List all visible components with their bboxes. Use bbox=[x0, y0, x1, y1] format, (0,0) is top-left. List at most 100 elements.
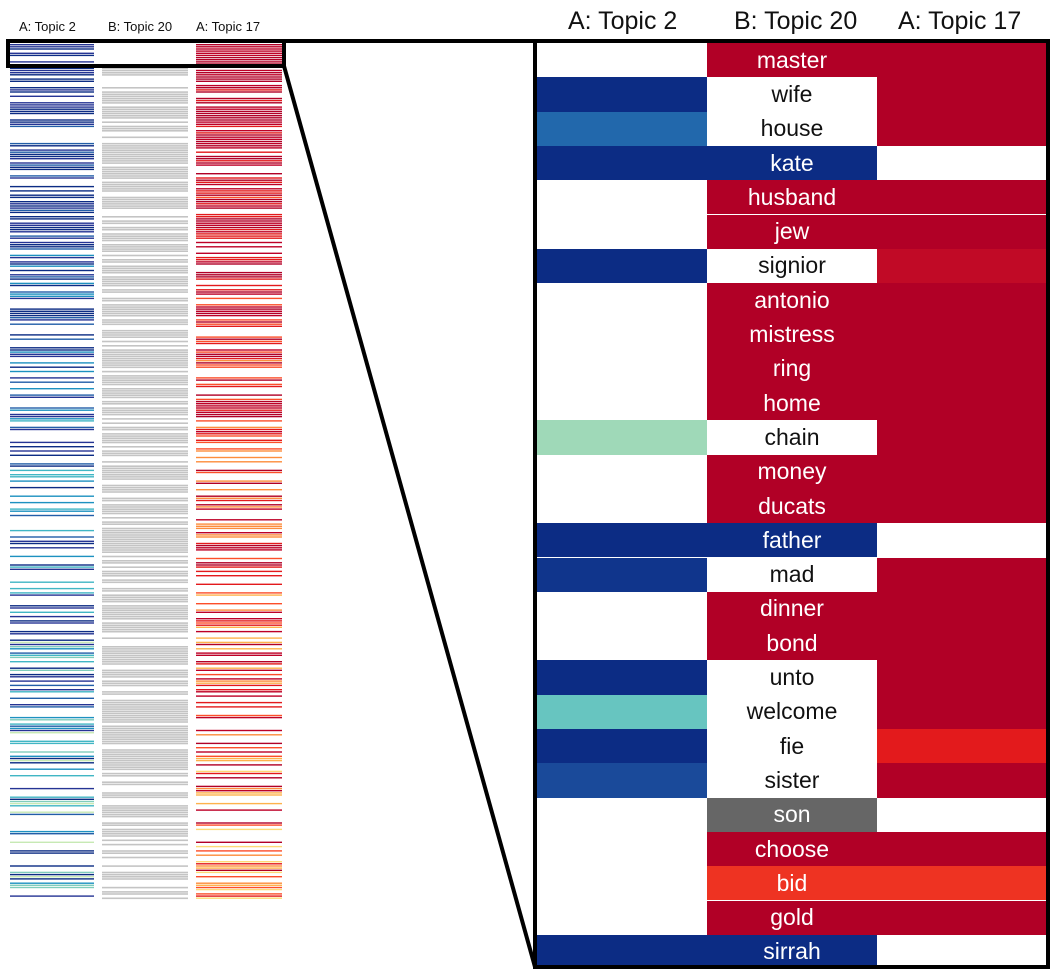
detail-cell bbox=[537, 454, 707, 489]
mini-strip-topic-17 bbox=[196, 751, 282, 753]
mini-strip-topic-17 bbox=[196, 770, 282, 773]
mini-strip-topic-20 bbox=[102, 551, 188, 553]
mini-strip-topic-20 bbox=[102, 815, 188, 818]
mini-strip-topic-2 bbox=[10, 495, 94, 497]
mini-strip-topic-20 bbox=[102, 734, 188, 736]
mini-label-topic-17: A: Topic 17 bbox=[196, 19, 261, 34]
mini-strip-topic-2 bbox=[10, 413, 94, 416]
mini-strip-topic-2 bbox=[10, 226, 94, 229]
mini-strip-topic-20 bbox=[102, 865, 188, 867]
mini-strip-topic-17 bbox=[196, 97, 282, 100]
mini-strip-topic-20 bbox=[102, 759, 188, 762]
mini-strip-topic-20 bbox=[102, 714, 188, 717]
mini-strip-topic-17 bbox=[196, 218, 282, 220]
mini-strip-topic-2 bbox=[10, 185, 94, 188]
mini-strip-topic-17 bbox=[196, 177, 282, 179]
detail-row-ring: ring bbox=[537, 351, 1046, 386]
mini-strip-topic-20 bbox=[102, 349, 188, 351]
mini-strip-topic-2 bbox=[10, 95, 94, 97]
mini-strip-topic-20 bbox=[102, 304, 188, 306]
mini-strip-topic-17 bbox=[196, 888, 282, 891]
mini-strip-topic-17 bbox=[196, 403, 282, 405]
mini-strip-topic-17 bbox=[196, 480, 282, 482]
mini-strip-topic-2 bbox=[10, 142, 94, 145]
mini-strip-topic-2 bbox=[10, 480, 94, 482]
mini-strip-topic-20 bbox=[102, 433, 188, 435]
mini-strip-topic-20 bbox=[102, 162, 188, 164]
mini-strip-topic-17 bbox=[196, 158, 282, 160]
detail-word: choose bbox=[754, 835, 830, 862]
mini-strip-topic-20 bbox=[102, 893, 188, 895]
detail-cell bbox=[707, 900, 877, 935]
zoom-line-bottom bbox=[282, 65, 537, 968]
mini-strip-topic-20 bbox=[102, 536, 188, 538]
mini-strip-topic-20 bbox=[102, 719, 188, 721]
mini-strip-topic-20 bbox=[102, 173, 188, 175]
detail-cell bbox=[537, 934, 707, 965]
mini-strip-topic-20 bbox=[102, 630, 188, 633]
detail-cell bbox=[707, 660, 877, 695]
detail-row-signior: signior bbox=[537, 248, 1046, 284]
mini-strip-topic-20 bbox=[102, 476, 188, 478]
mini-strip-topic-17 bbox=[196, 845, 282, 848]
mini-strip-topic-17 bbox=[196, 409, 282, 411]
mini-strip-topic-17 bbox=[196, 207, 282, 209]
mini-strip-topic-17 bbox=[196, 132, 282, 134]
mini-strip-topic-2 bbox=[10, 265, 94, 267]
mini-strip-topic-2 bbox=[10, 166, 94, 168]
mini-strip-topic-2 bbox=[10, 802, 94, 805]
mini-strip-topic-17 bbox=[196, 405, 282, 407]
detail-cell bbox=[537, 797, 707, 832]
mini-strip-topic-17 bbox=[196, 824, 282, 826]
detail-cell bbox=[707, 351, 877, 386]
detail-cell bbox=[877, 557, 1046, 592]
mini-strip-topic-20 bbox=[102, 749, 188, 751]
mini-strip-topic-20 bbox=[102, 233, 188, 235]
mini-strip-topic-17 bbox=[196, 648, 282, 650]
mini-strip-topic-2 bbox=[10, 297, 94, 300]
mini-strip-topic-17 bbox=[196, 897, 282, 899]
mini-strip-topic-20 bbox=[102, 465, 188, 467]
mini-strip-topic-17 bbox=[196, 364, 282, 366]
mini-strip-topic-2 bbox=[10, 282, 94, 285]
mini-strip-topic-2 bbox=[10, 762, 94, 764]
mini-strip-topic-20 bbox=[102, 813, 188, 816]
mini-strip-topic-20 bbox=[102, 704, 188, 706]
mini-strip-topic-20 bbox=[102, 130, 188, 132]
mini-strip-topic-20 bbox=[102, 736, 188, 738]
mini-strip-topic-17 bbox=[196, 222, 282, 224]
mini-strip-topic-17 bbox=[196, 56, 282, 59]
mini-strip-topic-2 bbox=[10, 622, 94, 624]
mini-strip-topic-20 bbox=[102, 142, 188, 145]
mini-strip-topic-20 bbox=[102, 110, 188, 113]
detail-row-dinner: dinner bbox=[537, 591, 1046, 627]
mini-strip-topic-20 bbox=[102, 364, 188, 366]
mini-strip-topic-20 bbox=[102, 267, 188, 270]
mini-strip-topic-2 bbox=[10, 67, 94, 69]
mini-strip-topic-20 bbox=[102, 478, 188, 480]
mini-strip-topic-20 bbox=[102, 824, 188, 826]
detail-cell bbox=[537, 763, 707, 798]
mini-strip-topic-20 bbox=[102, 755, 188, 758]
mini-strip-topic-20 bbox=[102, 699, 188, 702]
mini-strip-topic-20 bbox=[102, 314, 188, 317]
mini-strip-topic-20 bbox=[102, 489, 188, 491]
detail-row-jew: jew bbox=[537, 214, 1046, 249]
mini-strip-topic-20 bbox=[102, 201, 188, 203]
mini-strip-topic-17 bbox=[196, 338, 282, 340]
detail-row-wife: wife bbox=[537, 77, 1046, 112]
mini-strip-topic-2 bbox=[10, 474, 94, 476]
detail-word: signior bbox=[758, 252, 826, 279]
mini-strip-topic-2 bbox=[10, 759, 94, 762]
mini-strip-topic-20 bbox=[102, 671, 188, 674]
mini-strip-topic-17 bbox=[196, 138, 282, 140]
mini-strip-topic-2 bbox=[10, 377, 94, 379]
mini-strip-topic-17 bbox=[196, 351, 282, 353]
mini-strip-topic-17 bbox=[196, 861, 282, 863]
mini-strip-topic-20 bbox=[102, 656, 188, 659]
detail-row-sirrah: sirrah bbox=[537, 934, 1046, 965]
mini-strip-topic-2 bbox=[10, 121, 94, 123]
mini-strip-topic-20 bbox=[102, 732, 188, 734]
mini-strip-topic-20 bbox=[102, 839, 188, 842]
mini-strip-topic-20 bbox=[102, 112, 188, 115]
